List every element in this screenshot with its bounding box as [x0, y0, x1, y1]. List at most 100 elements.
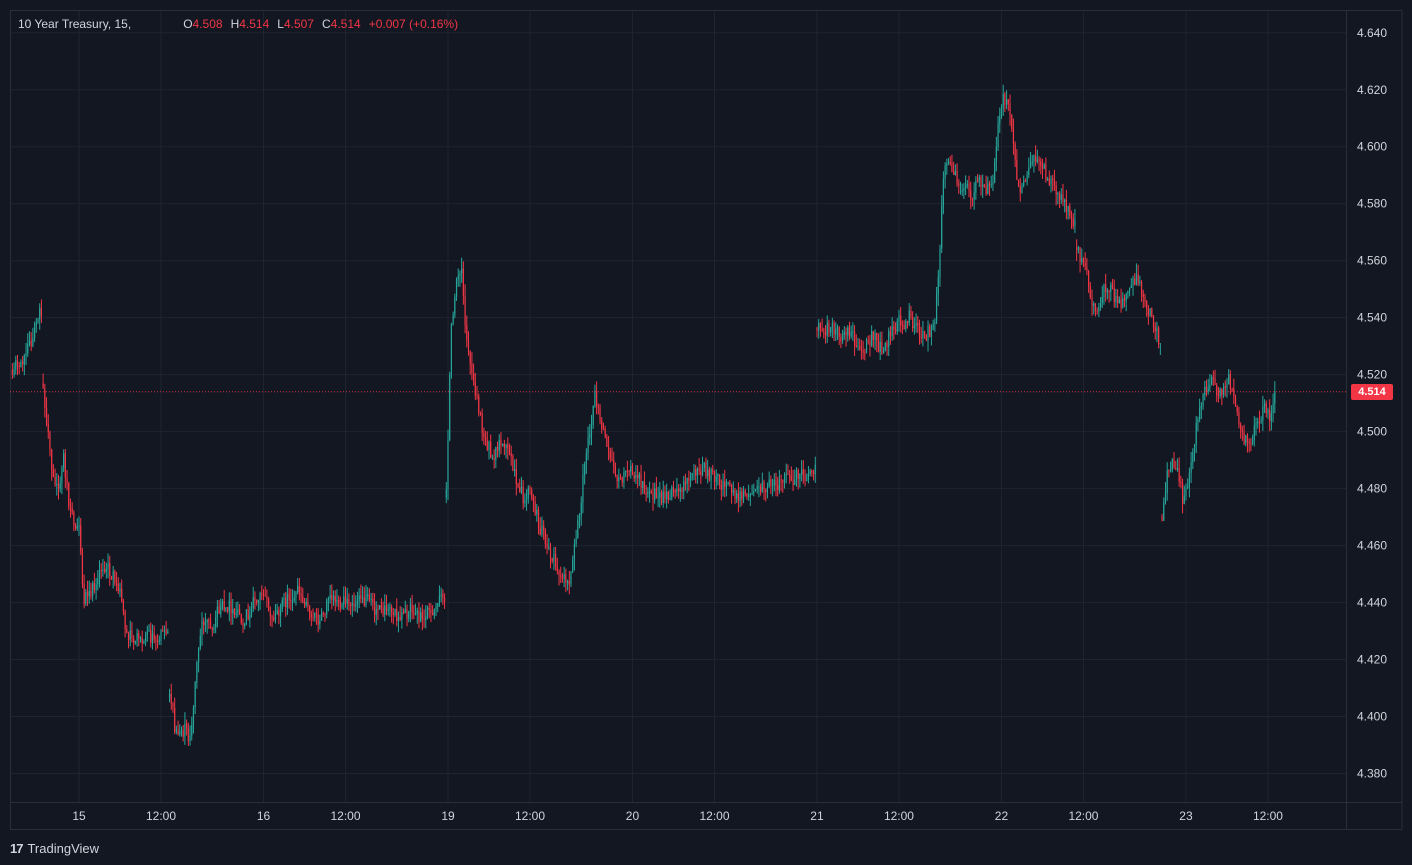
candle-body — [1168, 470, 1170, 472]
candle-body — [828, 322, 830, 333]
candle-body — [1238, 411, 1240, 425]
candle-body — [168, 693, 171, 699]
candle-body — [1084, 263, 1086, 267]
x-tick-label: 22 — [995, 809, 1009, 823]
candle-body — [1248, 442, 1250, 444]
tradingview-branding[interactable]: 17 TradingView — [10, 839, 99, 857]
candle-body — [320, 612, 323, 621]
candle-body — [910, 310, 912, 318]
candle-body — [261, 593, 263, 595]
candle-body — [619, 477, 622, 479]
candle-body — [233, 609, 236, 615]
candle-body — [988, 183, 991, 186]
candle-body — [621, 477, 623, 483]
candle-body — [227, 607, 229, 612]
candle-body — [367, 594, 369, 596]
candle-body — [414, 613, 417, 615]
candle-body — [146, 631, 148, 636]
candle-body — [119, 588, 121, 592]
candle-body — [1149, 308, 1151, 316]
price-axis[interactable]: 4.380 4.400 4.420 4.440 4.460 4.480 4.500 4.520… — [1357, 26, 1387, 781]
candle-body — [218, 606, 220, 615]
candle-body — [1173, 459, 1175, 469]
candle-body — [985, 186, 987, 194]
candle-body — [707, 469, 709, 477]
candle-body — [1260, 420, 1262, 423]
candle-body — [1222, 386, 1225, 396]
candle-body — [1158, 328, 1160, 345]
candle-body — [211, 628, 213, 631]
candle-body — [857, 346, 859, 348]
candle-body — [824, 333, 827, 336]
candle-body — [635, 475, 637, 479]
candle-body — [464, 295, 466, 326]
candle-body — [153, 633, 155, 640]
candle-body — [1125, 293, 1127, 301]
candle-body — [565, 574, 567, 583]
candle-body — [368, 594, 371, 600]
candle-body — [30, 340, 32, 347]
candle-body — [893, 326, 895, 330]
candle-body — [278, 610, 280, 616]
candle-body — [208, 619, 210, 621]
candle-body — [230, 600, 232, 614]
candle-body — [563, 574, 565, 579]
candle-body — [667, 491, 669, 500]
candle-body — [1258, 421, 1261, 423]
ohlc-legend: 10 Year Treasury, 15, O 4.508 H 4.514 L 4.5… — [18, 17, 458, 31]
candle-body — [794, 479, 796, 485]
candle-body — [124, 611, 126, 630]
candle-body — [209, 620, 212, 629]
candle-body — [877, 340, 880, 353]
candle-body — [1134, 278, 1136, 285]
candle-body — [397, 617, 400, 622]
candle-body — [1228, 374, 1230, 385]
candle-body — [156, 640, 159, 642]
candle-body — [768, 479, 770, 488]
x-tick-label: 12:00 — [1253, 809, 1283, 823]
candle-body — [1007, 99, 1009, 104]
y-tick-label: 4.500 — [1357, 425, 1387, 439]
candle-body — [505, 444, 507, 448]
candle-body — [585, 453, 587, 465]
candle-body — [850, 331, 852, 337]
candle-body — [606, 436, 608, 447]
candle-body — [1154, 327, 1156, 332]
x-tick-label: 12:00 — [515, 809, 545, 823]
candle-body — [426, 607, 429, 616]
candle-body — [548, 547, 550, 549]
candle-body — [881, 342, 883, 354]
candle-body — [54, 476, 56, 485]
candle-body — [16, 360, 19, 367]
candle-body — [115, 583, 118, 585]
candle-body — [167, 631, 169, 634]
y-tick-label: 4.480 — [1357, 482, 1387, 496]
candle-body — [997, 123, 999, 148]
symbol-title[interactable]: 10 Year Treasury, 15, — [18, 17, 132, 31]
candle-body — [59, 483, 61, 489]
candle-body — [1012, 129, 1015, 145]
candle-body — [478, 396, 480, 413]
candle-body — [572, 559, 574, 572]
candle-body — [1183, 496, 1185, 504]
time-axis[interactable]: 15 12:00 16 12:00 19 12:00 20 12:00 21 12:00 22 12:… — [72, 809, 1283, 823]
candle-body — [266, 596, 268, 600]
candle-body — [1096, 311, 1098, 313]
candle-body — [1135, 274, 1138, 285]
candle-body — [1199, 407, 1201, 420]
candle-body — [238, 609, 241, 615]
candle-body — [1176, 468, 1179, 470]
candle-body — [1231, 388, 1233, 390]
candle-body — [1255, 423, 1257, 426]
candle-body — [136, 632, 138, 641]
candle-body — [244, 623, 246, 627]
candle-body — [138, 632, 140, 639]
candle-body — [324, 613, 326, 615]
candle-body — [155, 639, 157, 641]
x-tick-label: 12:00 — [884, 809, 914, 823]
candle-body — [1009, 103, 1011, 115]
candle-body — [61, 467, 63, 484]
candle-body — [78, 525, 80, 527]
